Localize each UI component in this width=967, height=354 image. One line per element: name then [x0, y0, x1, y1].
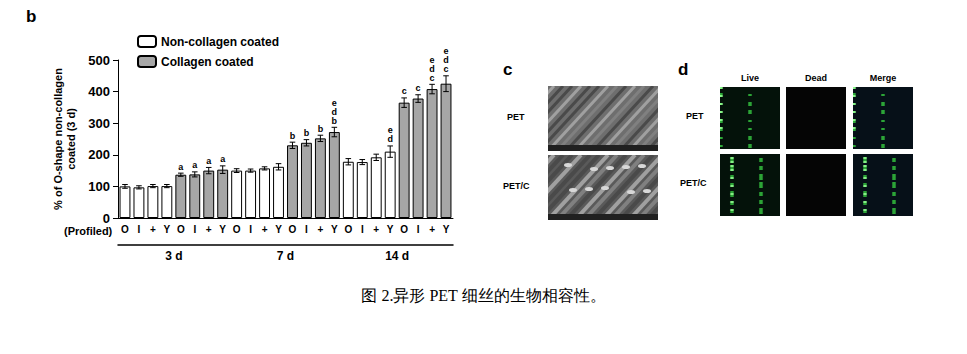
svg-text:I: I: [138, 224, 141, 235]
svg-text:O: O: [177, 224, 185, 235]
svg-text:300: 300: [88, 116, 110, 131]
svg-text:I: I: [305, 224, 308, 235]
html-text:Merge: Merge: [869, 73, 897, 83]
svg-text:I: I: [249, 224, 252, 235]
svg-text:c: c: [416, 83, 421, 93]
svg-text:e: e: [387, 125, 393, 136]
svg-text:I: I: [417, 224, 420, 235]
svg-text:400: 400: [88, 84, 110, 99]
svg-text:c: c: [402, 86, 407, 96]
svg-text:b: b: [304, 128, 310, 138]
html-text:Dead: Dead: [805, 73, 827, 83]
svg-text:O: O: [400, 224, 408, 235]
svg-text:+: +: [206, 224, 212, 235]
svg-text:c: c: [444, 64, 449, 74]
svg-text:O: O: [233, 224, 241, 235]
svg-text:+: +: [262, 224, 268, 235]
svg-text:Non-collagen coated: Non-collagen coated: [161, 35, 279, 49]
html-text:图 2.异形 PET 细丝的生物相容性。: 图 2.异形 PET 细丝的生物相容性。: [361, 287, 606, 304]
svg-text:+: +: [429, 224, 435, 235]
svg-text:Y: Y: [275, 224, 282, 235]
svg-text:d: d: [331, 106, 338, 117]
svg-text:d: d: [429, 63, 435, 74]
svg-text:c: c: [430, 73, 435, 83]
svg-text:7 d: 7 d: [277, 249, 294, 263]
svg-text:Y: Y: [387, 224, 394, 235]
svg-text:e: e: [331, 97, 337, 108]
svg-text:d: d: [387, 134, 393, 144]
html-text:c: c: [503, 60, 513, 79]
html-text:PET: PET: [507, 112, 525, 122]
svg-text:O: O: [121, 224, 129, 235]
svg-text:+: +: [150, 224, 156, 235]
svg-text:e: e: [443, 46, 449, 57]
html-text:PET/C: PET/C: [503, 181, 530, 191]
svg-text:b: b: [332, 116, 338, 126]
svg-text:Collagen coated: Collagen coated: [161, 55, 254, 69]
svg-text:(Profiled): (Profiled): [64, 225, 113, 237]
svg-text:+: +: [317, 224, 323, 235]
svg-text:b: b: [290, 131, 296, 141]
svg-text:Y: Y: [219, 224, 226, 235]
svg-text:e: e: [429, 54, 435, 65]
svg-text:I: I: [361, 224, 364, 235]
svg-text:b: b: [26, 7, 36, 26]
svg-text:b: b: [318, 124, 324, 134]
svg-text:Y: Y: [331, 224, 338, 235]
svg-text:O: O: [344, 224, 352, 235]
svg-text:a: a: [206, 156, 212, 166]
svg-text:3 d: 3 d: [165, 249, 182, 263]
html-text:Live: Live: [741, 73, 759, 83]
svg-text:a: a: [192, 160, 198, 170]
html-text:d: d: [678, 60, 689, 79]
html-text:PET: PET: [686, 111, 704, 121]
svg-text:Y: Y: [164, 224, 171, 235]
svg-text:Y: Y: [443, 224, 450, 235]
svg-text:a: a: [178, 162, 184, 172]
svg-text:I: I: [193, 224, 196, 235]
svg-text:d: d: [443, 55, 449, 66]
svg-text:O: O: [289, 224, 297, 235]
svg-text:a: a: [220, 154, 226, 164]
svg-text:coated (3 d): coated (3 d): [65, 108, 77, 170]
svg-text:% of O-shape non-collagen: % of O-shape non-collagen: [52, 68, 64, 210]
html-text:PET/C: PET/C: [680, 178, 707, 188]
svg-text:+: +: [373, 224, 379, 235]
svg-text:0: 0: [103, 211, 110, 226]
svg-text:500: 500: [88, 53, 110, 68]
svg-text:14 d: 14 d: [385, 249, 409, 263]
svg-text:100: 100: [88, 179, 110, 194]
svg-text:200: 200: [88, 147, 110, 162]
